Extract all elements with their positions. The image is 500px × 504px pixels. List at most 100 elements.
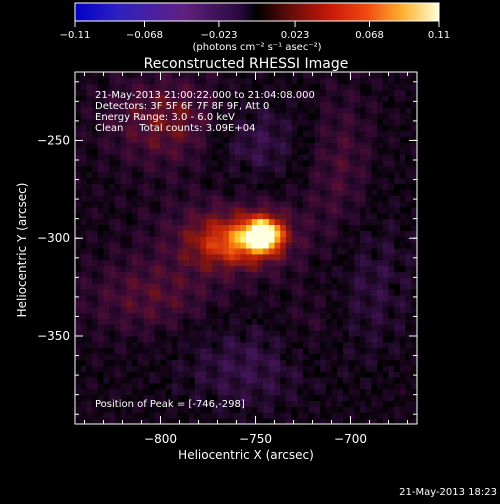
heatmap-cell — [263, 77, 270, 85]
heatmap-cell — [126, 77, 133, 85]
heatmap-cell — [365, 113, 372, 120]
heatmap-cell — [240, 324, 247, 331]
heatmap-cell — [337, 201, 344, 208]
heatmap-cell — [320, 206, 327, 214]
heatmap-cell — [183, 95, 190, 102]
heatmap-cell — [183, 177, 190, 184]
heatmap-cell — [86, 171, 93, 179]
heatmap-cell — [251, 148, 258, 155]
heatmap-cell — [206, 300, 213, 308]
heatmap-cell — [285, 136, 293, 143]
heatmap-cell — [325, 154, 332, 161]
heatmap-cell — [320, 177, 327, 184]
heatmap-cell — [92, 171, 99, 179]
heatmap-cell — [388, 277, 395, 284]
heatmap-cell — [223, 394, 230, 402]
heatmap-cell — [137, 271, 144, 278]
heatmap-cell — [234, 259, 241, 267]
heatmap-cell — [109, 388, 116, 396]
heatmap-cell — [234, 212, 241, 220]
heatmap-cell — [86, 259, 93, 267]
heatmap-cell — [240, 124, 247, 132]
heatmap-cell — [228, 195, 236, 202]
heatmap-cell — [223, 83, 230, 91]
heatmap-cell — [274, 283, 281, 290]
heatmap-cell — [280, 124, 287, 132]
heatmap-cell — [325, 271, 332, 278]
heatmap-cell — [97, 124, 104, 132]
heatmap-cell — [92, 259, 99, 267]
heatmap-cell — [223, 400, 230, 407]
heatmap-cell — [86, 77, 93, 85]
heatmap-cell — [149, 189, 156, 196]
heatmap-cell — [331, 218, 338, 226]
heatmap-cell — [194, 218, 201, 226]
heatmap-cell — [126, 183, 133, 190]
heatmap-cell — [92, 382, 99, 390]
heatmap-cell — [132, 259, 139, 267]
heatmap-cell — [354, 382, 361, 390]
heatmap-cell — [394, 271, 401, 278]
heatmap-cell — [126, 189, 133, 196]
heatmap-cell — [268, 253, 275, 261]
heatmap-cell — [109, 312, 116, 319]
heatmap-cell — [342, 353, 350, 360]
heatmap-cell — [320, 365, 327, 372]
heatmap-cell — [171, 95, 179, 102]
heatmap-cell — [388, 124, 395, 132]
heatmap-cell — [382, 400, 389, 407]
heatmap-cell — [183, 388, 190, 396]
heatmap-cell — [223, 160, 230, 167]
heatmap-cell — [160, 118, 167, 126]
heatmap-cell — [177, 265, 184, 272]
heatmap-cell — [120, 201, 127, 208]
heatmap-cell — [160, 195, 167, 202]
heatmap-cell — [240, 341, 247, 349]
heatmap-cell — [371, 418, 378, 424]
heatmap-cell — [285, 388, 293, 396]
heatmap-cell — [189, 124, 196, 132]
heatmap-cell — [206, 382, 213, 390]
heatmap-cell — [103, 124, 110, 132]
heatmap-cell — [268, 359, 275, 366]
heatmap-cell — [382, 83, 389, 91]
heatmap-cell — [183, 171, 190, 179]
heatmap-cell — [291, 359, 298, 366]
heatmap-cell — [92, 406, 99, 413]
heatmap-cell — [388, 294, 395, 302]
heatmap-cell — [365, 218, 372, 226]
heatmap-cell — [268, 183, 275, 190]
heatmap-cell — [382, 377, 389, 384]
heatmap-cell — [354, 148, 361, 155]
heatmap-cell — [200, 230, 207, 237]
heatmap-cell — [303, 154, 310, 161]
heatmap-cell — [257, 365, 264, 372]
heatmap-cell — [234, 124, 241, 132]
heatmap-cell — [217, 400, 224, 407]
heatmap-cell — [377, 89, 384, 96]
heatmap-cell — [177, 412, 184, 419]
heatmap-cell — [251, 206, 258, 214]
heatmap-cell — [274, 212, 281, 220]
heatmap-cell — [274, 107, 281, 114]
heatmap-cell — [342, 294, 350, 302]
heatmap-cell — [325, 347, 332, 355]
heatmap-cell — [200, 359, 207, 366]
heatmap-cell — [257, 406, 264, 413]
heatmap-cell — [75, 107, 82, 114]
heatmap-cell — [246, 377, 253, 384]
heatmap-cell — [154, 154, 161, 161]
heatmap-cell — [154, 206, 161, 214]
heatmap-cell — [274, 312, 281, 319]
heatmap-cell — [280, 318, 287, 325]
heatmap-cell — [354, 165, 361, 173]
heatmap-cell — [405, 118, 412, 126]
heatmap-cell — [257, 324, 264, 331]
heatmap-cell — [103, 189, 110, 196]
heatmap-cell — [166, 324, 173, 331]
heatmap-cell — [331, 312, 338, 319]
heatmap-cell — [86, 136, 93, 143]
heatmap-cell — [320, 189, 327, 196]
